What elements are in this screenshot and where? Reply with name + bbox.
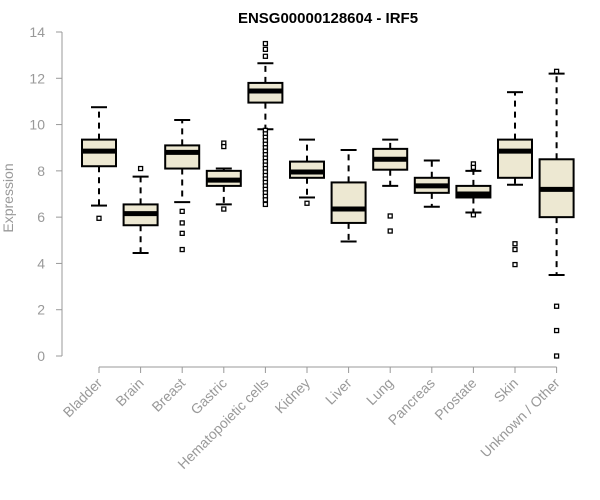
- outlier-point: [512, 246, 518, 253]
- y-axis-label: Expression: [0, 163, 16, 232]
- outlier-point: [470, 212, 477, 218]
- outlier-point: [553, 68, 560, 74]
- box-kidney: [289, 138, 325, 206]
- outlier-point: [221, 206, 227, 212]
- y-axis: 0 2 4 6 8 10 12 14: [29, 24, 63, 364]
- outlier-point: [387, 213, 393, 219]
- x-tick-label: Skin: [491, 375, 522, 406]
- outlier-point: [553, 303, 560, 309]
- y-tick-label: 8: [37, 163, 45, 179]
- x-tick-label: Bladder: [60, 375, 106, 421]
- y-tick-label: 0: [37, 348, 45, 364]
- outlier-point: [179, 230, 185, 236]
- outlier-point: [470, 164, 477, 171]
- chart-title: ENSG00000128604 - IRF5: [238, 10, 418, 27]
- box-prostate: [455, 161, 492, 218]
- y-tick-label: 12: [29, 70, 45, 86]
- outlier-point: [179, 220, 185, 226]
- y-tick-label: 4: [37, 255, 45, 271]
- x-tick-label: Kidney: [272, 375, 314, 417]
- box-skin: [497, 91, 533, 268]
- outlier-point: [262, 201, 269, 208]
- box-lung: [372, 138, 409, 234]
- outlier-point: [512, 241, 518, 247]
- x-tick-label: Brain: [112, 375, 146, 409]
- box-hematopoietic-cells: [247, 40, 284, 208]
- y-tick-label: 10: [29, 117, 45, 133]
- outlier-point: [262, 53, 269, 59]
- outlier-point: [179, 246, 185, 253]
- box-unknown-other: [538, 68, 575, 359]
- x-tick-label: Unknown / Other: [477, 375, 563, 461]
- x-tick-label: Prostate: [431, 375, 479, 423]
- box-liver: [330, 149, 367, 243]
- box-body: [497, 138, 533, 179]
- box-body: [164, 144, 201, 170]
- box-breast: [164, 118, 201, 253]
- y-tick-label: 14: [29, 24, 45, 40]
- y-tick-label: 6: [37, 209, 45, 225]
- box-bladder: [81, 106, 117, 221]
- outlier-point: [512, 261, 518, 268]
- outlier-point: [387, 228, 393, 234]
- box-group: [81, 40, 575, 359]
- outlier-point: [221, 143, 227, 150]
- outlier-point: [262, 46, 269, 53]
- x-tick-label: Liver: [322, 375, 355, 408]
- outlier-point: [553, 327, 560, 334]
- box-body: [330, 181, 367, 224]
- box-gastric: [205, 140, 242, 212]
- y-tick-label: 2: [37, 302, 45, 318]
- box-pancreas: [413, 159, 450, 208]
- outlier-point: [262, 197, 269, 203]
- x-tick-label: Lung: [363, 375, 396, 408]
- outlier-point: [262, 40, 269, 47]
- box-brain: [122, 165, 159, 255]
- outlier-point: [553, 353, 560, 359]
- outlier-point: [179, 208, 185, 215]
- x-tick-label: Breast: [148, 375, 188, 415]
- outlier-point: [304, 200, 310, 206]
- outlier-point: [137, 165, 144, 172]
- outlier-point: [96, 215, 102, 221]
